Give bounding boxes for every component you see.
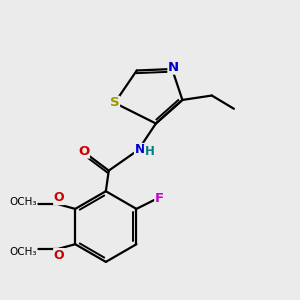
Text: O: O [78,145,89,158]
Text: O: O [54,249,64,262]
Text: H: H [145,145,154,158]
Text: N: N [168,61,179,74]
Text: OCH₃: OCH₃ [10,247,37,257]
Text: S: S [110,96,119,110]
Text: N: N [134,143,145,157]
Text: OCH₃: OCH₃ [10,196,37,206]
Text: O: O [54,191,64,205]
Text: F: F [155,192,164,205]
